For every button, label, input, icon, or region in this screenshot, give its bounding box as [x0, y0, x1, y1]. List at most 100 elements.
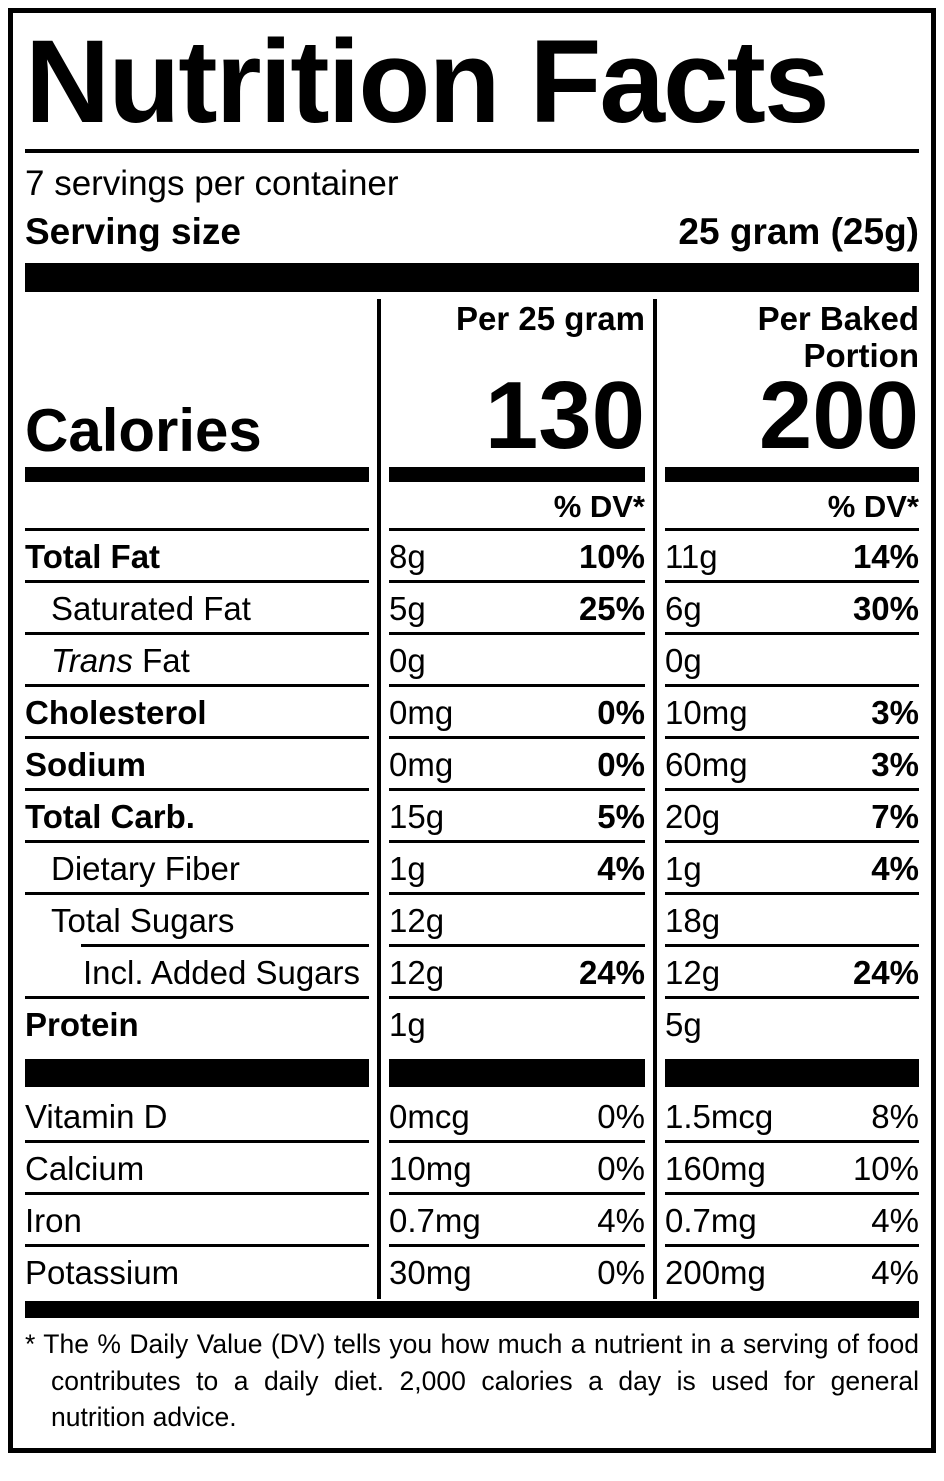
amount-per-baked: 11g: [665, 538, 718, 575]
amount-per-baked: 12g: [665, 954, 721, 991]
amount-per-baked: 200mg: [665, 1254, 766, 1291]
calories-per-serving: 130: [484, 362, 645, 470]
dv-per-baked: 3%: [871, 694, 919, 731]
dv-per-baked: 30%: [852, 590, 919, 627]
column-headers-row: Per 25 gram Per Baked Portion: [25, 297, 919, 374]
column-divider-2: [653, 299, 657, 1299]
serving-size-row: Serving size 25 gram (25g): [25, 211, 919, 263]
dv-per-baked: 14%: [852, 538, 919, 575]
amount-per-serving: 12g: [389, 954, 445, 991]
daily-value-footnote: * The % Daily Value (DV) tells you how m…: [25, 1329, 919, 1433]
nutrition-facts-label: Nutrition Facts 7 servings per container…: [8, 8, 936, 1453]
amount-per-baked: 18g: [665, 902, 721, 939]
dv-per-serving: 0%: [597, 1254, 645, 1291]
dv-per-baked: 4%: [871, 850, 919, 887]
row-dietary-fiber: Dietary Fiber 1g 4% 1g 4%: [25, 843, 919, 895]
serving-size-label: Serving size: [25, 211, 241, 252]
dv-per-baked: 4%: [871, 1254, 919, 1291]
amount-per-serving: 5g: [389, 590, 426, 627]
title-divider: [25, 149, 919, 153]
amount-per-baked: 20g: [665, 798, 721, 835]
footnote-divider-bar: [25, 1301, 919, 1318]
dv-per-baked: 7%: [871, 798, 919, 835]
row-added-sugars: Incl. Added Sugars 12g 24% 12g 24%: [25, 947, 919, 999]
dv-per-serving: 0%: [597, 746, 645, 783]
section-divider-bar: [25, 263, 919, 292]
row-trans-fat: Trans Fat 0g 0g: [25, 635, 919, 687]
amount-per-baked: 1.5mcg: [665, 1098, 774, 1135]
row-saturated-fat: Saturated Fat 5g 25% 6g 30%: [25, 583, 919, 635]
nutrient-name: Total Sugars: [51, 902, 235, 939]
protein-vitamins-divider-bars: [25, 1059, 919, 1087]
amount-per-serving: 8g: [389, 538, 426, 575]
nutrient-name: Calcium: [25, 1150, 145, 1187]
dv-header-col2: % DV*: [389, 482, 645, 531]
dv-per-serving: 5%: [597, 798, 645, 835]
nutrient-name: Total Carb.: [25, 798, 195, 835]
dv-per-serving: 10%: [578, 538, 645, 575]
row-iron: Iron 0.7mg 4% 0.7mg 4%: [25, 1195, 919, 1247]
nutrient-name: Saturated Fat: [51, 590, 251, 627]
amount-per-serving: 0mg: [389, 746, 454, 783]
amount-per-baked: 0g: [665, 642, 702, 679]
nutrient-name: Dietary Fiber: [51, 850, 240, 887]
amount-per-baked: 1g: [665, 850, 702, 887]
amount-per-baked: 10mg: [665, 694, 748, 731]
amount-per-baked: 160mg: [665, 1150, 766, 1187]
row-protein: Protein 1g 5g: [25, 999, 919, 1051]
row-potassium: Potassium 30mg 0% 200mg 4%: [25, 1247, 919, 1299]
column-header-per-serving: Per 25 gram: [456, 300, 645, 337]
column-divider-1: [377, 299, 381, 1299]
amount-per-serving: 12g: [389, 902, 445, 939]
row-calcium: Calcium 10mg 0% 160mg 10%: [25, 1143, 919, 1195]
amount-per-serving: 10mg: [389, 1150, 472, 1187]
dv-per-baked: 24%: [852, 954, 919, 991]
nutrient-name: Total Fat: [25, 538, 161, 575]
dv-per-baked: 8%: [871, 1098, 919, 1135]
amount-per-baked: 0.7mg: [665, 1202, 757, 1239]
label-title: Nutrition Facts: [25, 16, 830, 148]
daily-value-header-row: % DV* % DV*: [25, 482, 919, 531]
amount-per-serving: 15g: [389, 798, 445, 835]
column-header-per-baked-portion: Per Baked Portion: [757, 300, 919, 374]
nutrient-name: Vitamin D: [25, 1098, 168, 1135]
row-sodium: Sodium 0mg 0% 60mg 3%: [25, 739, 919, 791]
amount-per-serving: 1g: [389, 1006, 426, 1043]
calories-label: Calories: [25, 397, 262, 464]
nutrient-name: Cholesterol: [25, 694, 207, 731]
dv-per-baked: 3%: [871, 746, 919, 783]
row-total-fat: Total Fat 8g 10% 11g 14%: [25, 531, 919, 583]
amount-per-baked: 60mg: [665, 746, 748, 783]
amount-per-serving: 1g: [389, 850, 426, 887]
amount-per-serving: 30mg: [389, 1254, 472, 1291]
dv-per-serving: 4%: [597, 850, 645, 887]
dv-per-serving: 24%: [578, 954, 645, 991]
dv-per-serving: 4%: [597, 1202, 645, 1239]
row-total-sugars: Total Sugars 12g 18g: [25, 895, 919, 947]
dv-per-serving: 0%: [597, 1098, 645, 1135]
nutrition-grid: Per 25 gram Per Baked Portion Calories 1…: [25, 297, 919, 1299]
row-vitamin-d: Vitamin D 0mcg 0% 1.5mcg 8%: [25, 1091, 919, 1143]
nutrient-name: Iron: [25, 1202, 82, 1239]
dv-per-serving: 25%: [578, 590, 645, 627]
amount-per-serving: 0mg: [389, 694, 454, 731]
servings-per-container: 7 servings per container: [25, 164, 399, 203]
dv-per-serving: 0%: [597, 1150, 645, 1187]
amount-per-serving: 0g: [389, 642, 426, 679]
nutrient-name: Incl. Added Sugars: [83, 954, 361, 991]
nutrient-name: Sodium: [25, 746, 146, 783]
nutrient-name: Potassium: [25, 1254, 180, 1291]
nutrient-name: Protein: [25, 1006, 139, 1043]
amount-per-baked: 6g: [665, 590, 702, 627]
nutrient-name: Trans Fat: [51, 642, 190, 679]
dv-per-baked: 10%: [852, 1150, 919, 1187]
dv-header-col3: % DV*: [665, 482, 919, 531]
dv-per-serving: 0%: [597, 694, 645, 731]
amount-per-serving: 0.7mg: [389, 1202, 481, 1239]
serving-size-value: 25 gram (25g): [678, 211, 919, 252]
dv-per-baked: 4%: [871, 1202, 919, 1239]
amount-per-baked: 5g: [665, 1006, 702, 1043]
calories-underline-bars: [25, 467, 919, 482]
row-total-carb: Total Carb. 15g 5% 20g 7%: [25, 791, 919, 843]
